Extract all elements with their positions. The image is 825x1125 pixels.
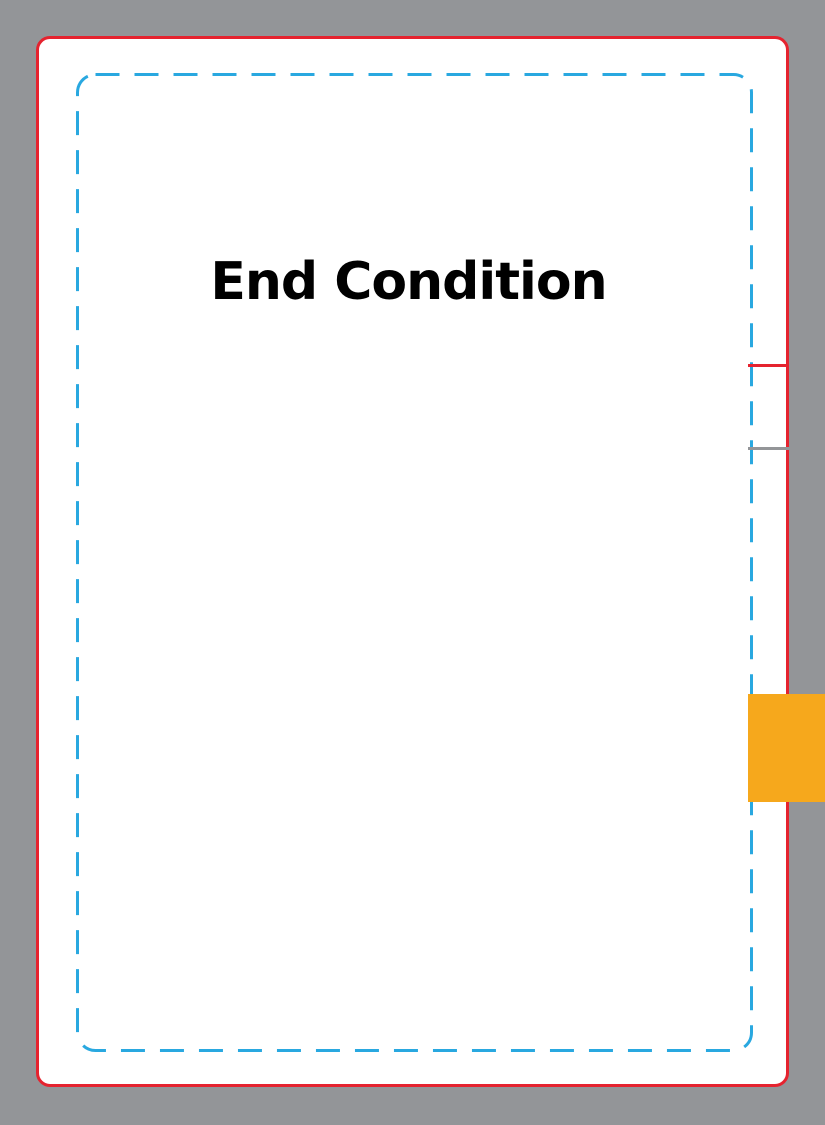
safe-zone-dashed-border — [76, 73, 753, 1052]
red-edge-marker — [748, 364, 788, 367]
card-title: End Condition — [210, 252, 607, 312]
card-frame — [36, 36, 789, 1087]
orange-side-tab — [748, 694, 825, 802]
gray-edge-marker — [748, 447, 790, 450]
